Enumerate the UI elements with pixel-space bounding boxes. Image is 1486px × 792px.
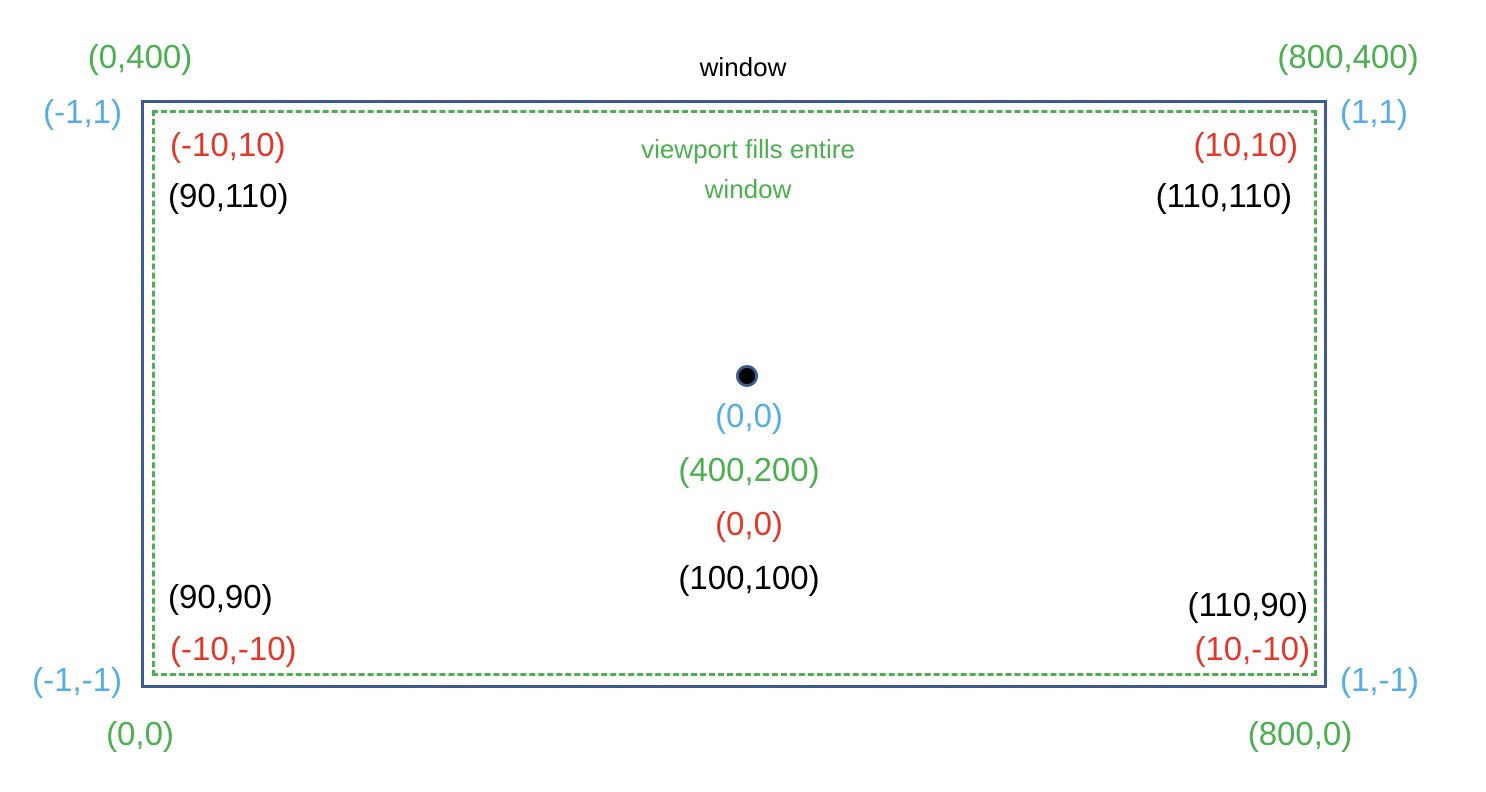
screen-bottom-left-label: (0,0)	[106, 715, 174, 752]
screen-bottom-right-label: (800,0)	[1247, 715, 1353, 752]
ndc-bottom-right-label: (1,-1)	[1340, 661, 1419, 698]
world-top-left-label: (-10,10)	[170, 126, 286, 163]
model-center-label: (100,100)	[678, 559, 820, 596]
viewport-frame	[152, 110, 1317, 676]
model-top-left-label: (90,110)	[168, 177, 289, 214]
world-center-label: (0,0)	[715, 505, 783, 542]
ndc-center-label: (0,0)	[715, 397, 783, 434]
viewport-caption-line-2: window	[704, 174, 792, 204]
origin-point	[736, 365, 758, 387]
screen-top-left-label: (0,400)	[87, 38, 193, 75]
window-frame	[141, 100, 1327, 688]
world-bottom-right-label: (10,-10)	[1194, 630, 1310, 667]
screen-top-right-label: (800,400)	[1277, 38, 1419, 75]
model-top-right-label: (110,110)	[1155, 177, 1292, 214]
screen-center-label: (400,200)	[678, 451, 820, 488]
window-title: window	[699, 52, 787, 82]
world-bottom-left-label: (-10,-10)	[170, 630, 297, 667]
world-top-right-label: (10,10)	[1193, 126, 1298, 163]
ndc-bottom-left-label: (-1,-1)	[32, 661, 122, 698]
viewport-caption-line-1: viewport fills entire	[641, 134, 855, 164]
model-bottom-right-label: (110,90)	[1187, 586, 1308, 623]
model-bottom-left-label: (90,90)	[168, 578, 273, 615]
ndc-top-right-label: (1,1)	[1340, 93, 1408, 130]
ndc-top-left-label: (-1,1)	[43, 93, 122, 130]
